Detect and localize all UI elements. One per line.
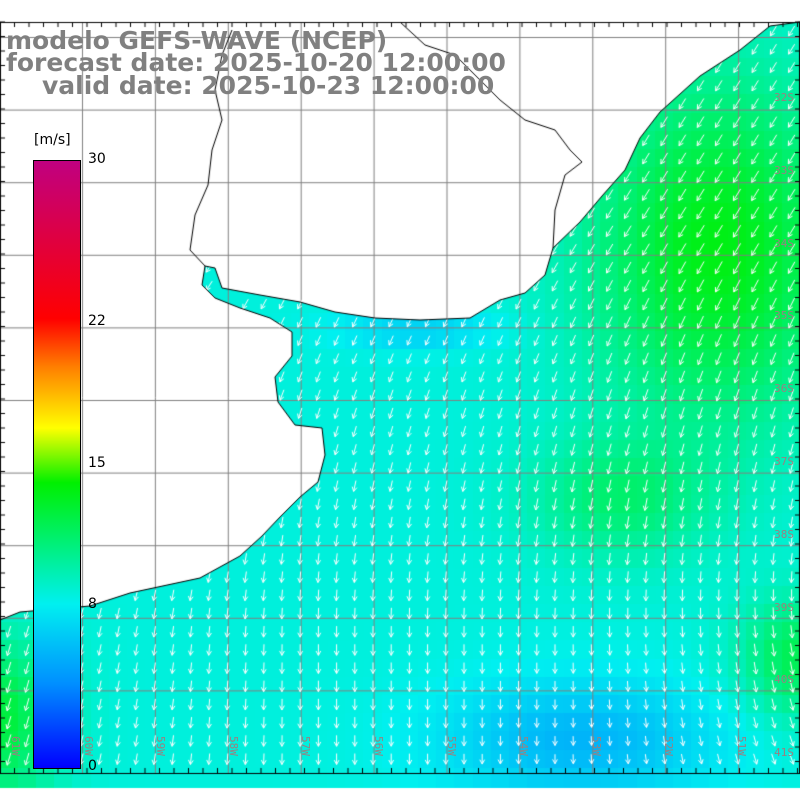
latitude-label: 36S xyxy=(774,382,794,396)
colorbar-tick-label: 22 xyxy=(88,312,106,329)
colorbar-tick-label: 30 xyxy=(88,151,106,167)
latitude-label: 39S xyxy=(774,600,794,614)
longitude-label: 53W xyxy=(589,736,603,756)
latitude-label: 38S xyxy=(774,527,794,541)
longitude-label: 52W xyxy=(662,736,676,756)
longitude-label: 51W xyxy=(735,736,748,756)
colorbar-tick-label: 0 xyxy=(88,758,97,774)
latitude-label: 40S xyxy=(774,673,794,687)
latitude-label: 41S xyxy=(774,746,794,760)
longitude-label: 56W xyxy=(372,736,385,756)
forecast-date: forecast date: 2025-10-20 12:00:00 xyxy=(6,48,506,77)
latitude-label: 35S xyxy=(774,309,794,323)
colorbar-tick-label: 15 xyxy=(88,454,106,471)
longitude-label: 61W xyxy=(9,736,22,756)
colorbar-units: [m/s] xyxy=(34,132,71,148)
latitude-label: 32S xyxy=(774,91,794,104)
model-title: modelo GEFS-WAVE (NCEP) xyxy=(6,26,388,55)
longitude-label: 59W xyxy=(154,736,168,756)
longitude-label: 58W xyxy=(226,736,240,756)
longitude-label: 60W xyxy=(81,736,95,756)
colorbar xyxy=(33,160,81,769)
latitude-label: 37S xyxy=(774,455,794,468)
latitude-label: 33S xyxy=(774,163,794,177)
valid-date: valid date: 2025-10-23 12:00:00 xyxy=(42,71,495,100)
longitude-label: 57W xyxy=(299,736,313,756)
longitude-label: 54W xyxy=(517,736,531,756)
colorbar-tick-label: 8 xyxy=(88,596,97,613)
latitude-label: 34S xyxy=(774,236,794,250)
longitude-label: 55W xyxy=(444,736,458,756)
